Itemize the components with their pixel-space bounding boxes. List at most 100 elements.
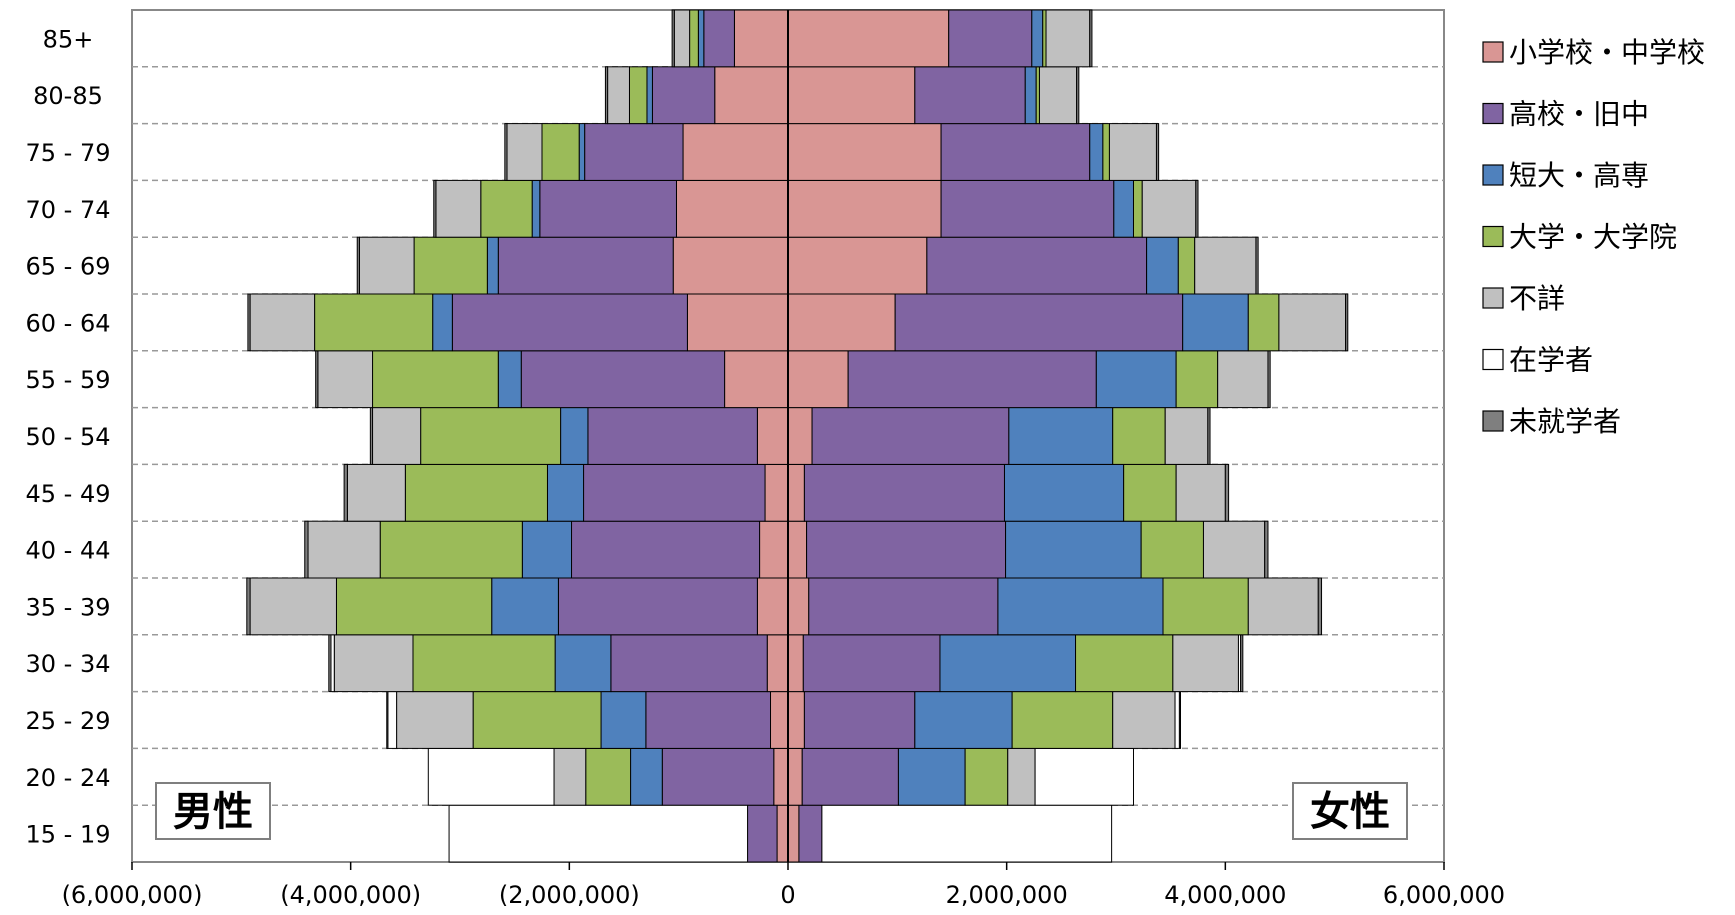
bar-female-segment bbox=[1255, 236, 1259, 295]
bar-female-segment bbox=[1141, 179, 1197, 238]
bar-female-segment bbox=[1089, 123, 1104, 181]
bar-female-segment bbox=[1175, 350, 1219, 409]
bar-male-segment bbox=[646, 66, 653, 125]
y-tick-label: 15 - 19 bbox=[26, 821, 111, 849]
bar-male-segment bbox=[358, 236, 415, 295]
bar-male-segment bbox=[600, 691, 647, 749]
bar-male-segment bbox=[585, 747, 632, 806]
legend-swatch bbox=[1482, 164, 1504, 186]
bar-male-segment bbox=[630, 747, 663, 806]
bar-female-segment bbox=[1182, 293, 1249, 352]
bar-female-segment bbox=[787, 407, 813, 465]
bar-male-segment bbox=[697, 9, 705, 68]
bar-female-segment bbox=[1177, 236, 1196, 295]
bar-male-segment bbox=[472, 691, 602, 749]
bar-male-segment bbox=[628, 66, 648, 125]
bar-male-segment bbox=[448, 804, 749, 863]
bar-male-segment bbox=[578, 123, 586, 181]
legend-label: 在学者 bbox=[1509, 344, 1593, 377]
bar-male-segment bbox=[420, 407, 562, 465]
bar-male-segment bbox=[521, 520, 573, 579]
bar-male-segment bbox=[671, 9, 675, 68]
bar-male-segment bbox=[703, 9, 735, 68]
bar-female-segment bbox=[787, 804, 800, 863]
legend-label: 未就学者 bbox=[1509, 405, 1621, 438]
x-axis: (6,000,000) (4,000,000) (2,000,000) 0 2,000,… bbox=[62, 862, 1505, 909]
bar-male-segment bbox=[770, 691, 789, 749]
legend-label: 不詳 bbox=[1509, 282, 1565, 315]
y-tick-label: 35 - 39 bbox=[26, 593, 111, 621]
bar-male-segment bbox=[491, 577, 559, 636]
bar-female-segment bbox=[1038, 66, 1078, 125]
bar-female-segment bbox=[1164, 407, 1209, 465]
bar-female-segment bbox=[802, 634, 941, 693]
bar-female-segment bbox=[1267, 350, 1271, 409]
bar-male-segment bbox=[724, 350, 789, 409]
bar-female-segment bbox=[964, 747, 1009, 806]
bar-male-segment bbox=[604, 66, 609, 125]
bar-male-segment bbox=[673, 9, 691, 68]
bar-female-segment bbox=[1003, 463, 1125, 522]
bar-female-segment bbox=[787, 179, 942, 238]
bar-male-segment bbox=[247, 293, 251, 352]
x-tick-label: 2,000,000 bbox=[946, 881, 1068, 909]
bar-male-segment bbox=[553, 747, 587, 806]
bar-male-segment bbox=[379, 520, 523, 579]
y-tick-label: 80-85 bbox=[33, 82, 103, 110]
x-tick-label: 6,000,000 bbox=[1383, 881, 1505, 909]
bar-female-segment bbox=[1008, 407, 1114, 465]
y-tick-label: 25 - 29 bbox=[26, 707, 111, 735]
legend-swatch bbox=[1482, 225, 1504, 248]
bar-female-segment bbox=[1024, 66, 1037, 125]
bar-female-segment bbox=[787, 123, 942, 181]
legend-swatch bbox=[1482, 348, 1504, 371]
y-tick-label: 65 - 69 bbox=[26, 253, 111, 281]
bar-female-segment bbox=[894, 293, 1184, 352]
bar-male-segment bbox=[246, 577, 251, 636]
bar-male-segment bbox=[433, 179, 437, 238]
bar-female-segment bbox=[1123, 463, 1177, 522]
y-tick-label: 40 - 44 bbox=[26, 537, 111, 565]
bar-male-segment bbox=[584, 123, 684, 181]
bar-male-segment bbox=[372, 407, 422, 465]
bar-female-segment bbox=[1076, 66, 1080, 125]
bars-group bbox=[246, 9, 1349, 863]
bar-female-segment bbox=[787, 520, 808, 579]
x-tick-label: (2,000,000) bbox=[499, 881, 640, 909]
x-tick-label: (4,000,000) bbox=[280, 881, 421, 909]
legend-label: 小学校・中学校 bbox=[1509, 36, 1705, 69]
bar-male-segment bbox=[486, 236, 499, 295]
bar-male-segment bbox=[651, 66, 716, 125]
bar-male-segment bbox=[413, 236, 488, 295]
y-tick-label: 55 - 59 bbox=[26, 366, 111, 394]
bar-male-segment bbox=[314, 293, 434, 352]
bar-female-segment bbox=[1195, 179, 1199, 238]
bar-male-segment bbox=[764, 463, 789, 522]
bar-female-segment bbox=[1146, 236, 1179, 295]
bar-female-segment bbox=[1178, 691, 1182, 749]
bar-male-segment bbox=[432, 293, 453, 352]
legend-swatch bbox=[1482, 102, 1504, 125]
bar-male-segment bbox=[531, 179, 541, 238]
bar-male-segment bbox=[317, 350, 374, 409]
bar-female-segment bbox=[1155, 123, 1160, 181]
bar-male-segment bbox=[546, 463, 585, 522]
bar-male-segment bbox=[435, 179, 482, 238]
y-tick-label: 45 - 49 bbox=[26, 480, 111, 508]
legend-swatch bbox=[1482, 410, 1504, 432]
bar-male-segment bbox=[451, 293, 688, 352]
bar-male-segment bbox=[661, 747, 775, 806]
bar-male-segment bbox=[372, 350, 499, 409]
bar-male-segment bbox=[335, 577, 493, 636]
bar-female-segment bbox=[787, 66, 916, 125]
bar-female-segment bbox=[1089, 9, 1093, 68]
bar-female-segment bbox=[801, 747, 899, 806]
bar-male-segment bbox=[249, 577, 337, 636]
y-tick-label: 85+ bbox=[43, 25, 94, 53]
bar-female-segment bbox=[847, 350, 1097, 409]
bar-male-segment bbox=[714, 66, 789, 125]
bar-male-segment bbox=[645, 691, 772, 749]
female-label: 女性 bbox=[1310, 789, 1390, 835]
